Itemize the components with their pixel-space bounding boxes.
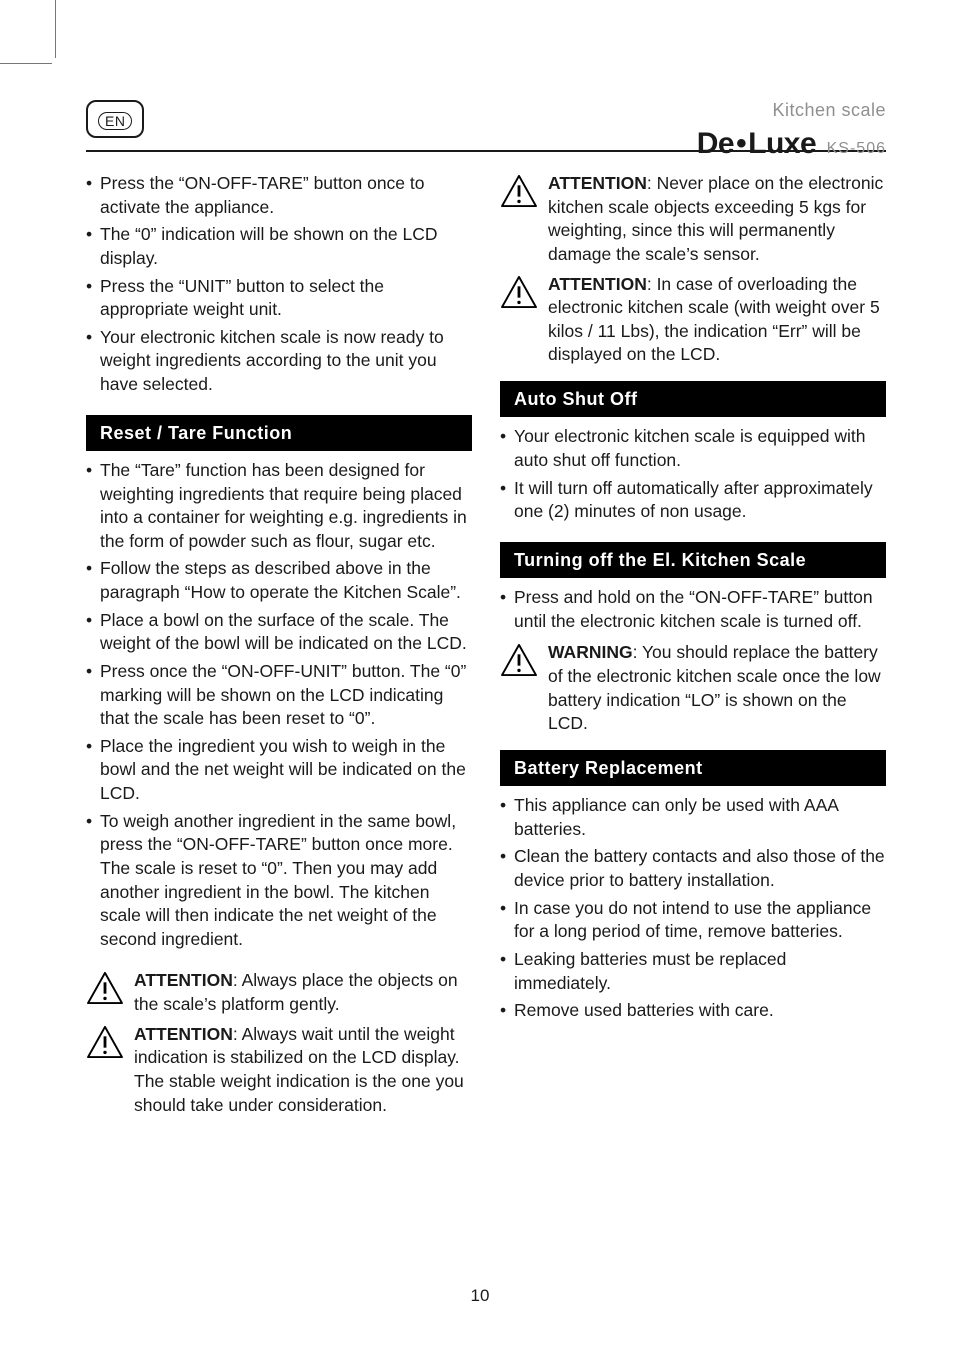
list-item: In case you do not intend to use the app… xyxy=(500,897,886,944)
attention-label: ATTENTION xyxy=(134,1024,233,1044)
attention-text: ATTENTION: Always wait until the weight … xyxy=(134,1023,472,1118)
list-item: Clean the battery contacts and also thos… xyxy=(500,845,886,892)
battery-replacement-list: This appliance can only be used with AAA… xyxy=(500,794,886,1023)
crop-mark-horizontal xyxy=(0,63,52,64)
attention-block: ATTENTION: Always place the objects on t… xyxy=(86,969,472,1016)
section-heading-battery-replacement: Battery Replacement xyxy=(500,750,886,786)
list-item: Press once the “ON-OFF-UNIT” button. The… xyxy=(86,660,472,731)
list-item: The “Tare” function has been designed fo… xyxy=(86,459,472,554)
right-column: ATTENTION: Never place on the electronic… xyxy=(500,172,886,1123)
list-item: Your electronic kitchen scale is equippe… xyxy=(500,425,886,472)
list-item: Place the ingredient you wish to weigh i… xyxy=(86,735,472,806)
list-item: To weigh another ingredient in the same … xyxy=(86,810,472,952)
language-code: EN xyxy=(98,112,132,130)
section-heading-reset-tare: Reset / Tare Function xyxy=(86,415,472,451)
attention-block: ATTENTION: In case of overloading the el… xyxy=(500,273,886,368)
manual-page: EN Kitchen scale De•Luxe KS-506 Press th… xyxy=(86,100,886,1123)
brand-part-a: De xyxy=(697,127,734,160)
turning-off-list: Press and hold on the “ON-OFF-TARE” butt… xyxy=(500,586,886,633)
warning-triangle-icon xyxy=(500,643,538,677)
reset-tare-list: The “Tare” function has been designed fo… xyxy=(86,459,472,952)
list-item: Place a bowl on the surface of the scale… xyxy=(86,609,472,656)
warning-text: WARNING: You should replace the battery … xyxy=(548,641,886,736)
warning-triangle-icon xyxy=(86,1025,124,1059)
list-item: The “0” indication will be shown on the … xyxy=(86,223,472,270)
brand-dot: • xyxy=(734,127,748,160)
list-item: It will turn off automatically after app… xyxy=(500,477,886,524)
list-item: Follow the steps as described above in t… xyxy=(86,557,472,604)
columns: Press the “ON-OFF-TARE” button once to a… xyxy=(86,172,886,1123)
list-item: Press the “ON-OFF-TARE” button once to a… xyxy=(86,172,472,219)
left-column: Press the “ON-OFF-TARE” button once to a… xyxy=(86,172,472,1123)
list-item: Your electronic kitchen scale is now rea… xyxy=(86,326,472,397)
warning-triangle-icon xyxy=(500,275,538,309)
attention-block: ATTENTION: Always wait until the weight … xyxy=(86,1023,472,1118)
attention-text: ATTENTION: Always place the objects on t… xyxy=(134,969,472,1016)
attention-text: ATTENTION: In case of overloading the el… xyxy=(548,273,886,368)
header-right: Kitchen scale De•Luxe KS-506 xyxy=(697,100,886,161)
list-item: This appliance can only be used with AAA… xyxy=(500,794,886,841)
product-type: Kitchen scale xyxy=(697,100,886,121)
warning-block: WARNING: You should replace the battery … xyxy=(500,641,886,736)
attention-label: ATTENTION xyxy=(548,274,647,294)
intro-list: Press the “ON-OFF-TARE” button once to a… xyxy=(86,172,472,397)
brand-part-b: Luxe xyxy=(748,127,816,160)
attention-label: ATTENTION xyxy=(134,970,233,990)
crop-mark-vertical xyxy=(55,0,56,58)
warning-label: WARNING xyxy=(548,642,633,662)
attention-label: ATTENTION xyxy=(548,173,647,193)
section-heading-auto-shut-off: Auto Shut Off xyxy=(500,381,886,417)
warning-triangle-icon xyxy=(500,174,538,208)
section-heading-turning-off: Turning off the El. Kitchen Scale xyxy=(500,542,886,578)
list-item: Remove used batteries with care. xyxy=(500,999,886,1023)
page-number: 10 xyxy=(0,1286,960,1306)
list-item: Press the “UNIT” button to select the ap… xyxy=(86,275,472,322)
brand-line: De•Luxe KS-506 xyxy=(697,127,886,161)
warning-triangle-icon xyxy=(86,971,124,1005)
attention-text: ATTENTION: Never place on the electronic… xyxy=(548,172,886,267)
attention-block: ATTENTION: Never place on the electronic… xyxy=(500,172,886,267)
list-item: Leaking batteries must be replaced immed… xyxy=(500,948,886,995)
list-item: Press and hold on the “ON-OFF-TARE” butt… xyxy=(500,586,886,633)
language-badge: EN xyxy=(86,100,144,138)
auto-shut-off-list: Your electronic kitchen scale is equippe… xyxy=(500,425,886,524)
model-number: KS-506 xyxy=(827,140,886,157)
